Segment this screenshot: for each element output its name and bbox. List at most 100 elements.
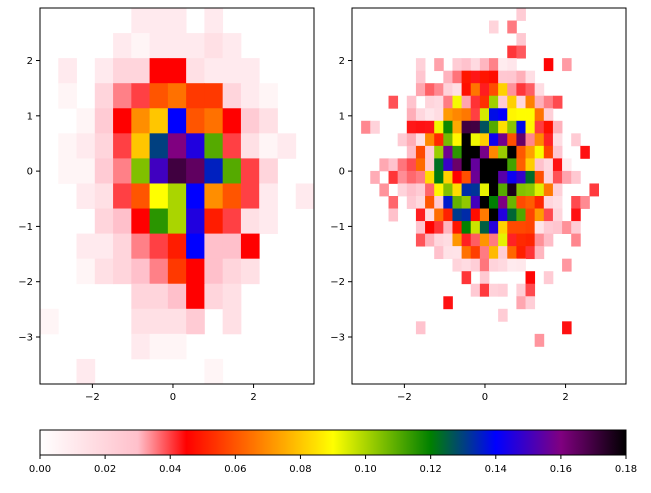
heatmap-cell [562, 170, 572, 184]
heatmap-cell [543, 95, 554, 109]
heatmap-cell [461, 70, 472, 84]
heatmap-cell [443, 145, 453, 159]
heatmap-cell [434, 108, 444, 122]
heatmap-cell [452, 145, 462, 159]
heatmap-cell [507, 170, 517, 184]
colorbar-tick-label: 0.04 [159, 464, 181, 475]
heatmap-cell [204, 133, 224, 159]
heatmap-cell [167, 308, 187, 335]
heatmap-cell [240, 108, 260, 134]
heatmap-cell [479, 133, 490, 147]
heatmap-cell [507, 233, 517, 247]
heatmap-cell [552, 221, 563, 234]
heatmap-cell [76, 233, 96, 260]
heatmap-cell [525, 283, 536, 297]
heatmap-cell [76, 258, 96, 285]
heatmap-cell [479, 271, 490, 285]
heatmap-cell [489, 20, 499, 34]
heatmap-panel-right: −2 0 2 −3 −2 −1 0 1 2 [330, 7, 627, 403]
heatmap-cell [552, 208, 563, 222]
heatmap-cell [406, 120, 417, 134]
heatmap-cell [562, 221, 572, 234]
heatmap-cell [415, 233, 426, 247]
heatmap-cell [434, 133, 444, 147]
heatmap-cell [507, 208, 517, 222]
heatmap-cell [167, 158, 187, 184]
heatmap-cell [443, 83, 453, 97]
heatmap-cell [415, 321, 426, 335]
colorbar-tick-label: 0.16 [550, 464, 572, 475]
heatmap-cell [204, 33, 224, 59]
y-tick-label: 0 [339, 167, 345, 178]
heatmap-cell [240, 233, 260, 260]
heatmap-cell [452, 70, 462, 84]
heatmap-cell [498, 58, 508, 72]
heatmap-cell [131, 258, 150, 285]
heatmap-cell [434, 95, 444, 109]
heatmap-cell [204, 233, 224, 260]
heatmap-cell [479, 221, 490, 234]
heatmap-cell [452, 120, 462, 134]
heatmap-cell [552, 145, 563, 159]
heatmap-cell [443, 170, 453, 184]
heatmap-cell [94, 258, 114, 285]
heatmap-cell [131, 208, 150, 234]
heatmap-cell [479, 58, 490, 72]
heatmap-cell [525, 70, 536, 84]
heatmap-cell [425, 170, 435, 184]
heatmap-cell [507, 145, 517, 159]
heatmap-cell [113, 133, 132, 159]
heatmap-cell [452, 196, 462, 209]
x-tick-label: 2 [250, 392, 256, 403]
heatmap-cell [516, 145, 526, 159]
heatmap-cell [425, 196, 435, 209]
heatmap-cell [461, 170, 472, 184]
heatmap-cell [406, 158, 417, 172]
heatmap-cell [489, 233, 499, 247]
y-tick-label: 2 [27, 56, 33, 67]
heatmap-cell [443, 183, 453, 197]
heatmap-cell [525, 183, 536, 197]
heatmap-cell [388, 158, 399, 172]
heatmap-cell [370, 120, 380, 134]
heatmap-cell [461, 58, 472, 72]
heatmap-cell [571, 233, 581, 247]
heatmap-cell [149, 308, 169, 335]
heatmap-cell [498, 95, 508, 109]
heatmap-cell [470, 158, 481, 172]
heatmap-cell [76, 358, 96, 385]
heatmap-cell [434, 233, 444, 247]
heatmap-cell [461, 108, 472, 122]
heatmap-cell [507, 120, 517, 134]
heatmap-cell [113, 58, 132, 84]
heatmap-cell [525, 170, 536, 184]
colorbar-frame [39, 429, 627, 456]
heatmap-cell [507, 196, 517, 209]
heatmap-cell [543, 108, 554, 122]
heatmap-cell [498, 308, 508, 322]
heatmap-cell [571, 170, 581, 184]
heatmap-cell [425, 95, 435, 109]
heatmap-cell [434, 170, 444, 184]
heatmap-cell [479, 120, 490, 134]
heatmap-cell [406, 196, 417, 209]
heatmap-cell [186, 58, 205, 84]
heatmap-cell [204, 183, 224, 209]
heatmap-cell [397, 183, 408, 197]
heatmap-cell [543, 233, 554, 247]
heatmap-cell [425, 183, 435, 197]
heatmap-cell [113, 233, 132, 260]
heatmap-cell [525, 145, 536, 159]
heatmap-cell [516, 246, 526, 260]
heatmap-cell [204, 208, 224, 234]
heatmap-cell [461, 233, 472, 247]
heatmap-cell [498, 133, 508, 147]
heatmap-cell [507, 221, 517, 234]
heatmap-cell [167, 108, 187, 134]
heatmap-cell [470, 183, 481, 197]
heatmap-cell [415, 196, 426, 209]
x-tick-label: −2 [397, 392, 412, 403]
heatmap-cell [149, 208, 169, 234]
heatmap-cell [479, 95, 490, 109]
heatmap-cell [167, 83, 187, 109]
